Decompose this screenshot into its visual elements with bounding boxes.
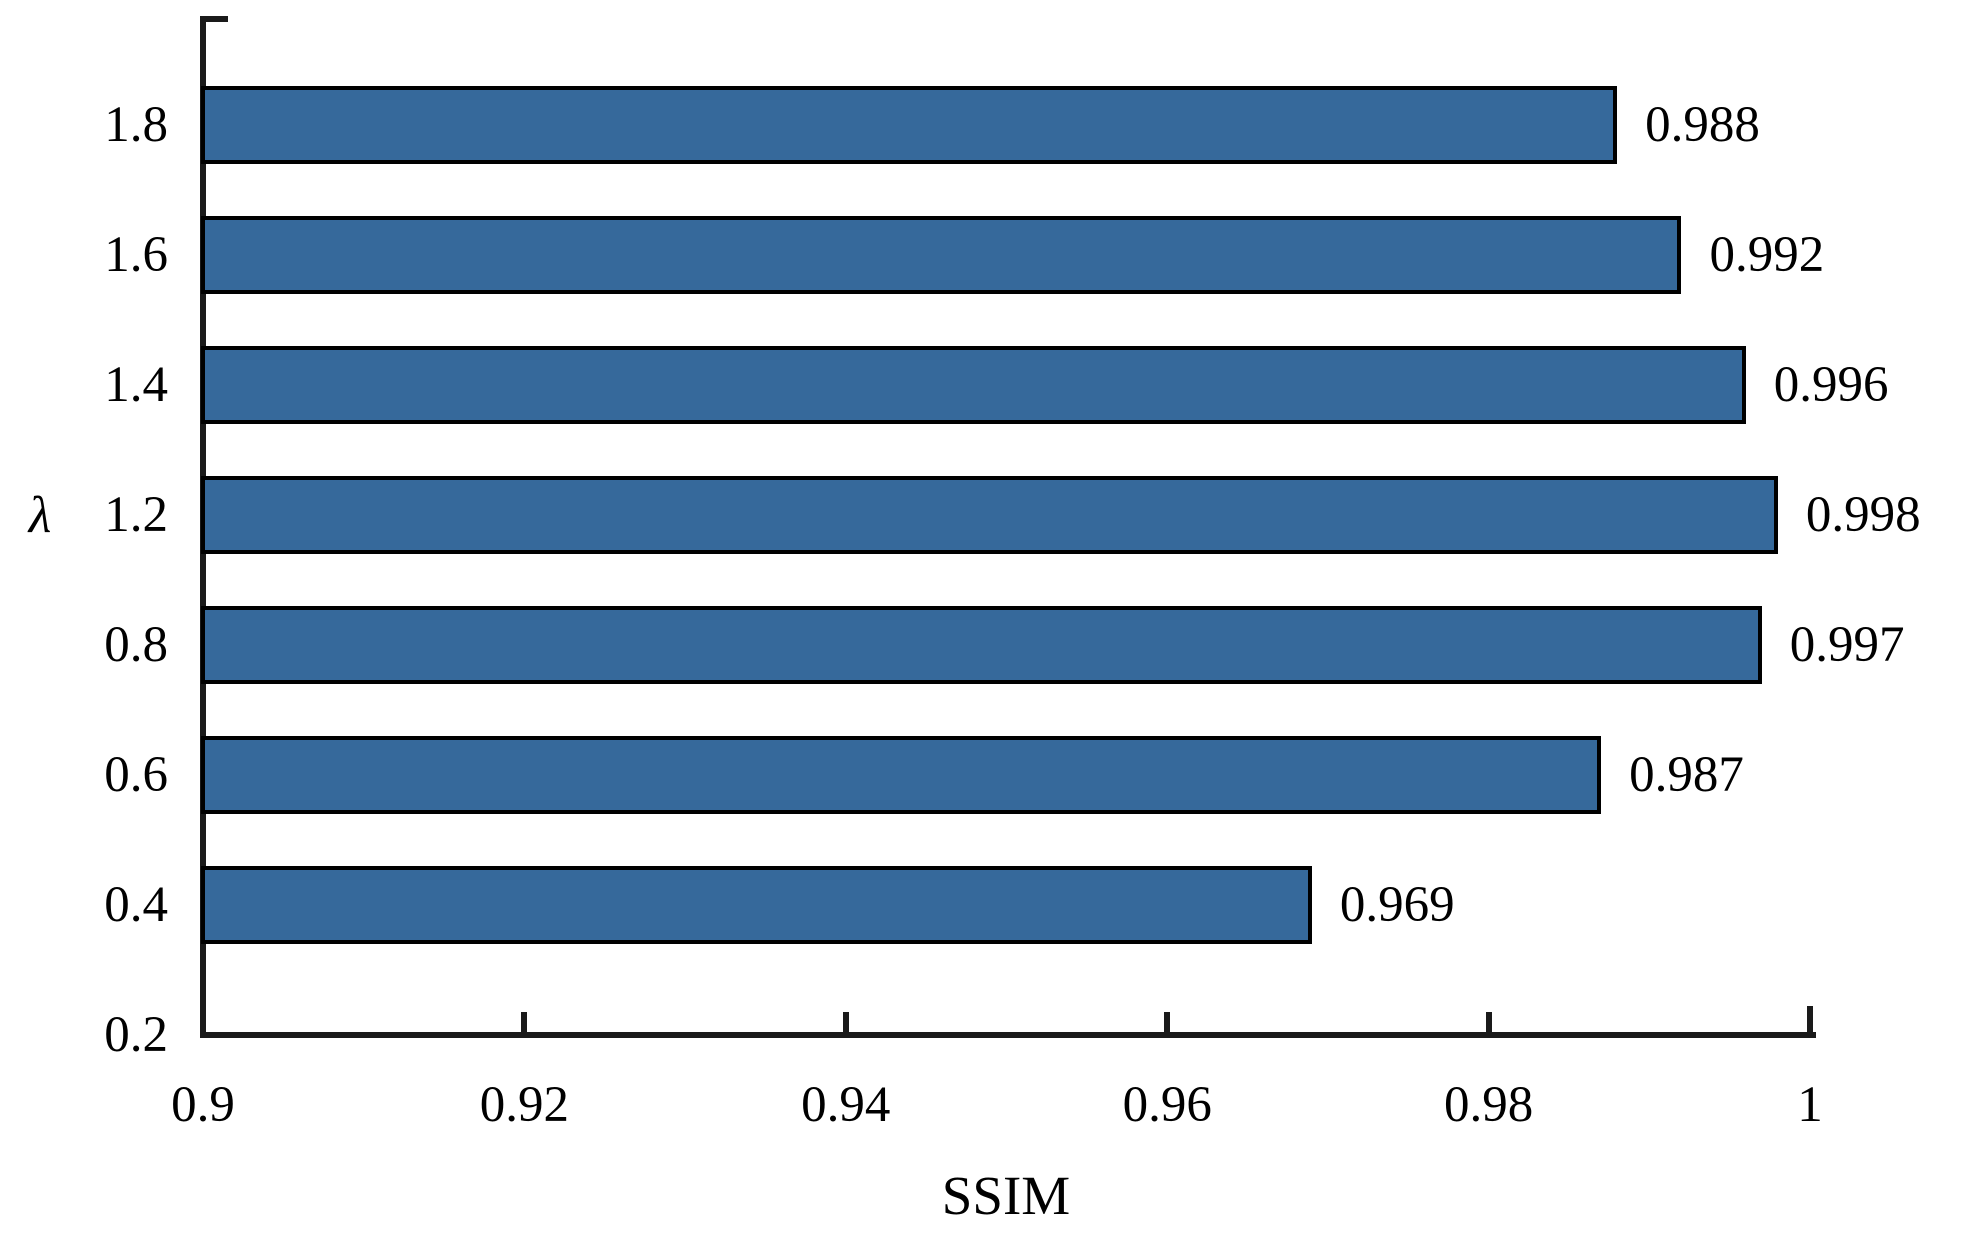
- x-tick-label: 0.92: [479, 1077, 570, 1133]
- x-tick-mark: [200, 1012, 206, 1032]
- bar-lambda-1.2: [201, 476, 1778, 554]
- bar-lambda-0.4: [201, 866, 1312, 944]
- x-tick-mark: [842, 1012, 849, 1032]
- y-axis-title: λ: [28, 487, 52, 544]
- x-tick-mark: [1164, 1012, 1171, 1032]
- x-tick-mark: [1485, 1012, 1492, 1032]
- bar-lambda-0.8: [201, 606, 1762, 684]
- bar-value-label: 0.996: [1773, 357, 1889, 413]
- x-tick-label: 0.9: [171, 1077, 235, 1133]
- y-tick-label: 1.4: [104, 357, 168, 413]
- y-tick-label: 1.8: [104, 97, 168, 153]
- bar-lambda-1.4: [201, 346, 1746, 424]
- x-tick-mark: [521, 1012, 528, 1032]
- y-tick-label: 1.6: [104, 227, 168, 283]
- x-tick-label: 0.98: [1443, 1077, 1534, 1133]
- bar-lambda-1.6: [201, 216, 1682, 294]
- bar-value-label: 0.988: [1645, 97, 1760, 153]
- bar-value-label: 0.992: [1709, 227, 1825, 283]
- x-axis-line: [200, 1032, 1816, 1038]
- x-tick-label: 0.94: [801, 1077, 891, 1133]
- bar-lambda-0.6: [201, 736, 1602, 814]
- y-tick-label: 0.6: [104, 747, 168, 803]
- bar-value-label: 0.997: [1789, 617, 1905, 673]
- x-tick-label: 1: [1797, 1077, 1823, 1133]
- bar-value-label: 0.998: [1805, 487, 1921, 543]
- y-tick-label: 0.8: [104, 617, 168, 673]
- bar-lambda-1.8: [201, 86, 1618, 164]
- y-axis-end-tick: [200, 16, 228, 22]
- x-tick-label: 0.96: [1122, 1077, 1212, 1133]
- y-tick-label: 0.4: [104, 877, 168, 933]
- y-tick-label: 1.2: [104, 487, 168, 543]
- x-tick-mark: [1807, 1006, 1813, 1032]
- x-axis-title: SSIM: [941, 1165, 1071, 1226]
- bar-value-label: 0.969: [1339, 877, 1455, 933]
- y-tick-label: 0.2: [104, 1007, 168, 1063]
- bar-value-label: 0.987: [1629, 747, 1744, 803]
